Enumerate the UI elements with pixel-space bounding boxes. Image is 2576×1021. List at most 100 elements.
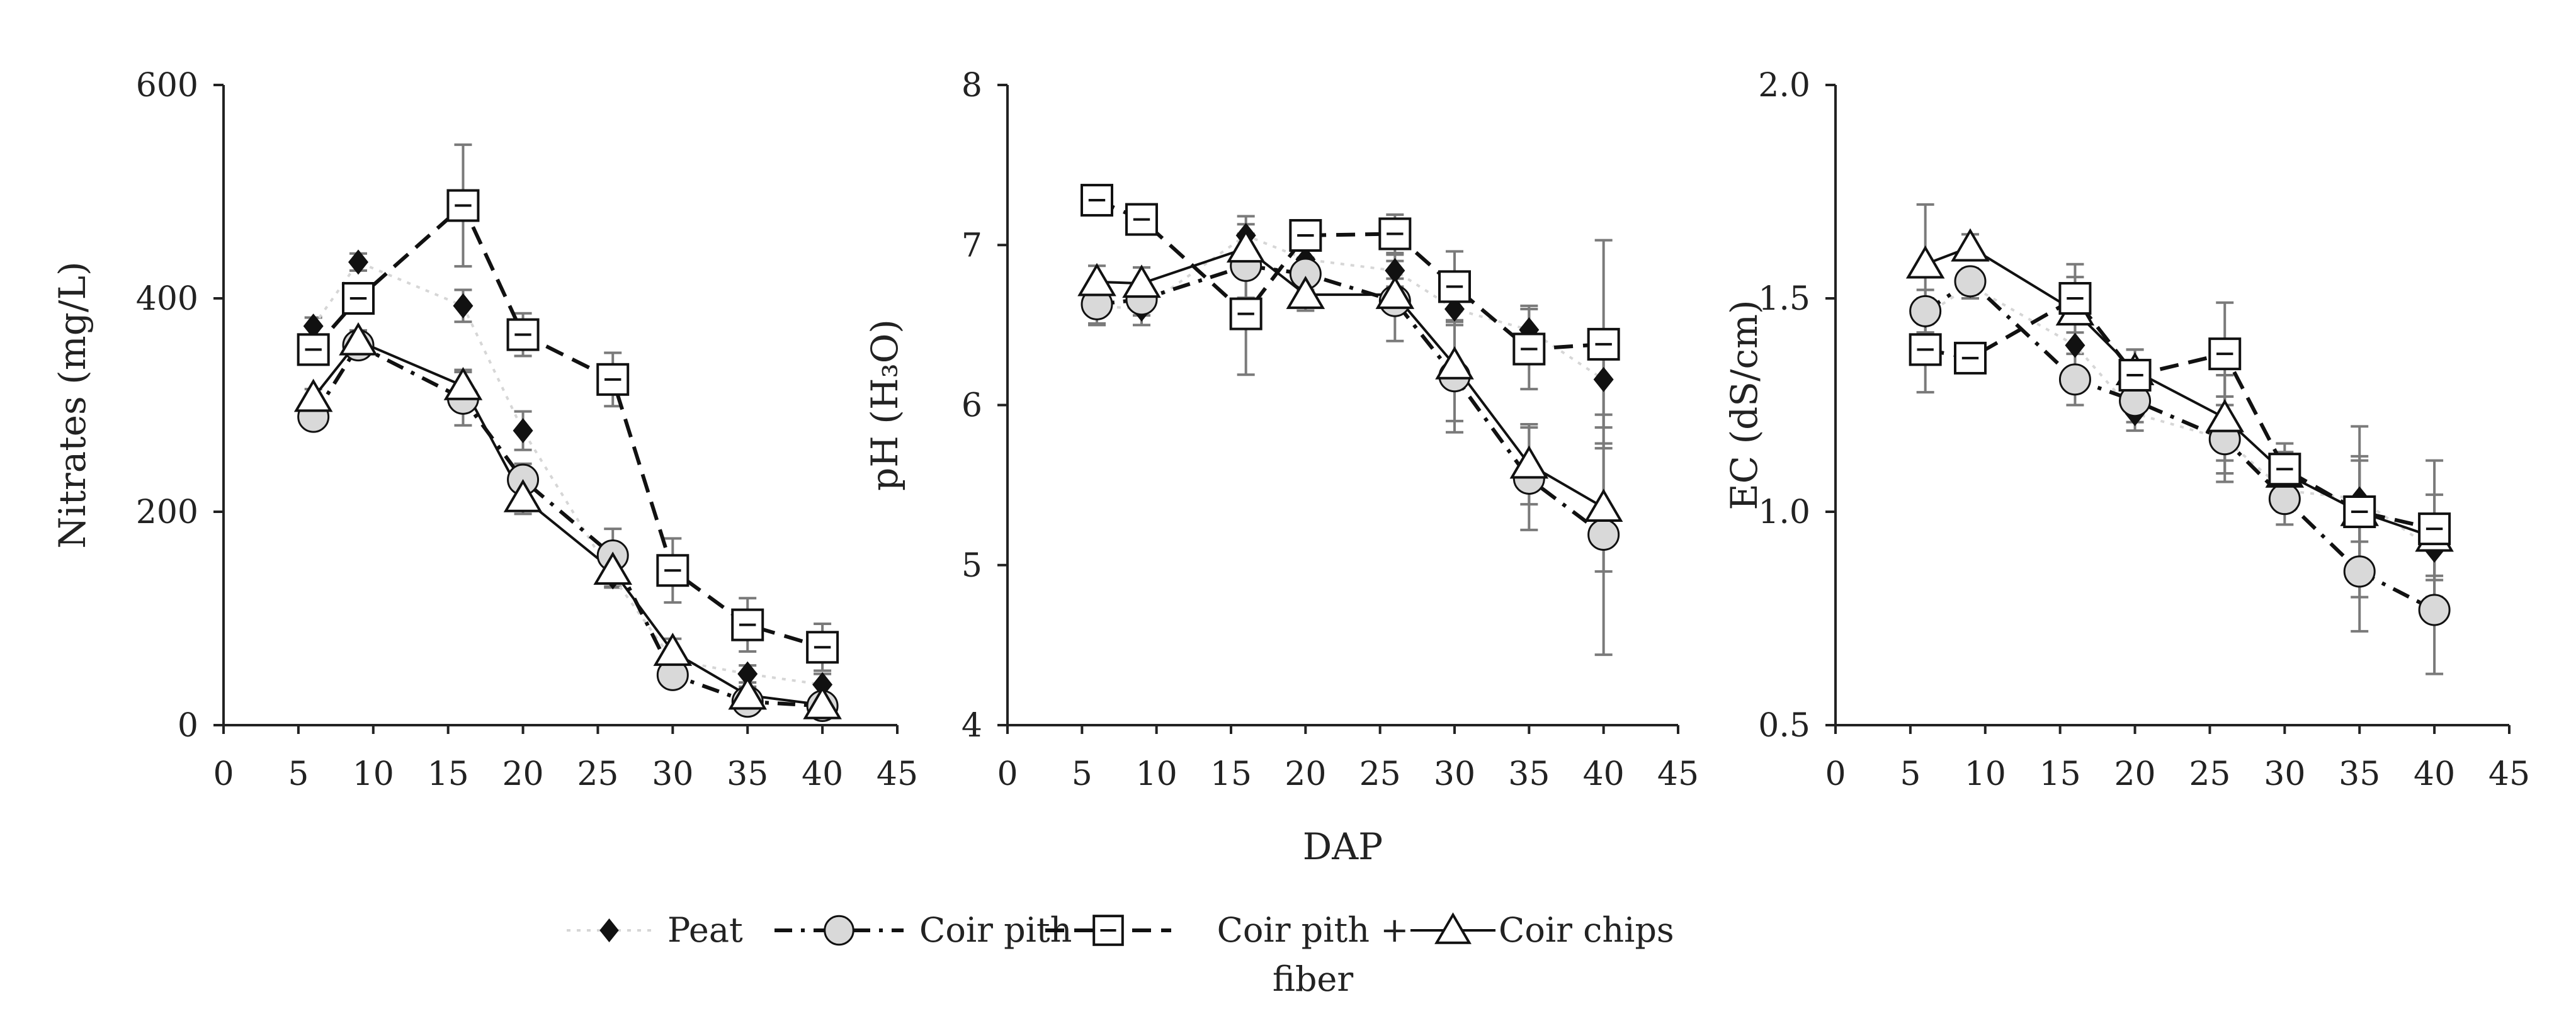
data-point-coir-chips xyxy=(293,378,333,412)
data-point-coir-pith-fiber xyxy=(342,282,375,315)
data-point-coir-pith xyxy=(1909,295,1942,327)
data-point-coir-chips xyxy=(339,322,378,356)
data-point-coir-chips xyxy=(1509,445,1549,479)
x-tick-label: 15 xyxy=(2040,755,2081,793)
data-point-coir-pith-fiber xyxy=(506,318,540,351)
x-tick-label: 0 xyxy=(213,755,234,793)
data-point-peat xyxy=(2065,332,2085,358)
x-tick-label: 40 xyxy=(2414,755,2455,793)
x-tick-label: 10 xyxy=(353,755,394,793)
data-point-coir-chips xyxy=(443,367,483,400)
data-point-coir-pith xyxy=(2268,483,2301,516)
x-tick-label: 45 xyxy=(2488,755,2530,793)
y-tick-label: 4 xyxy=(962,707,982,745)
x-tick-label: 35 xyxy=(2339,755,2380,793)
series-line-coir-pith xyxy=(1096,264,1605,536)
x-tick-label: 20 xyxy=(1285,755,1326,793)
data-point-peat xyxy=(1593,366,1614,392)
data-point-coir-pith-fiber xyxy=(1081,184,1113,217)
y-axis-title: Nitrates (mg/L) xyxy=(51,261,94,548)
y-tick-label: 5 xyxy=(962,547,982,585)
legend-label-coir-pith-fiber: Coir pith + xyxy=(1217,910,1409,950)
data-point-coir-chips xyxy=(593,551,633,585)
series-line-peat xyxy=(1924,284,2436,551)
chart-panel-3: 0 5 10 15 20 25 30 35 40 45 0.5 1.0 1.5 2.0 EC (dS/cm) xyxy=(1723,67,2530,793)
x-tick-label: 25 xyxy=(1359,755,1401,793)
data-point-coir-pith xyxy=(2343,555,2376,588)
x-tick-label: 10 xyxy=(1136,755,1177,793)
y-tick-label: 6 xyxy=(962,387,982,425)
x-tick-label: 20 xyxy=(2114,755,2155,793)
data-point-coir-pith-fiber xyxy=(1438,270,1471,303)
x-tick-label: 5 xyxy=(1072,755,1092,793)
legend-label-peat: Peat xyxy=(667,910,743,950)
legend-marker-coir-chips xyxy=(1434,912,1472,944)
data-point-coir-chips xyxy=(653,633,693,666)
y-tick-label: 2.0 xyxy=(1758,67,1810,104)
series-line-peat xyxy=(312,260,823,686)
data-point-coir-chips xyxy=(1122,264,1161,298)
data-point-coir-chips xyxy=(1226,229,1266,263)
x-tick-label: 15 xyxy=(1210,755,1252,793)
x-tick-label: 30 xyxy=(2264,755,2305,793)
x-tick-label: 20 xyxy=(502,755,543,793)
y-tick-label: 1.0 xyxy=(1758,494,1810,531)
x-tick-label: 0 xyxy=(997,755,1018,793)
x-tick-label: 35 xyxy=(727,755,768,793)
legend-marker-coir-pith xyxy=(824,915,854,946)
data-point-coir-pith-fiber xyxy=(1289,218,1322,252)
y-tick-label: 400 xyxy=(136,280,198,318)
x-tick-label: 30 xyxy=(652,755,693,793)
x-tick-label: 40 xyxy=(802,755,843,793)
data-point-coir-chips xyxy=(728,676,768,710)
data-point-peat xyxy=(303,313,324,339)
series-line-coir-pith xyxy=(312,342,823,708)
data-point-coir-chips xyxy=(1905,245,1945,279)
data-point-peat xyxy=(513,418,533,444)
x-tick-label: 15 xyxy=(428,755,469,793)
data-point-peat xyxy=(348,249,368,275)
data-point-coir-pith-fiber xyxy=(1909,333,1942,366)
series-line-coir-pith-fiber xyxy=(312,202,823,650)
data-point-coir-pith xyxy=(2418,594,2451,626)
x-tick-label: 0 xyxy=(1825,755,1846,793)
data-point-coir-pith xyxy=(1587,518,1620,551)
data-point-coir-chips xyxy=(1077,262,1116,296)
y-tick-label: 600 xyxy=(136,67,198,104)
x-axis-title: DAP xyxy=(1303,825,1383,868)
data-point-coir-chips xyxy=(1286,276,1325,309)
y-tick-label: 1.5 xyxy=(1758,280,1810,318)
x-tick-label: 25 xyxy=(577,755,618,793)
y-tick-label: 8 xyxy=(962,67,982,104)
y-tick-label: 0.5 xyxy=(1758,707,1810,745)
x-tick-label: 25 xyxy=(2189,755,2230,793)
x-tick-label: 30 xyxy=(1434,755,1475,793)
series-line-coir-chips xyxy=(1096,247,1604,509)
data-point-coir-chips xyxy=(1584,488,1623,522)
x-tick-label: 10 xyxy=(1965,755,2006,793)
data-point-coir-chips xyxy=(1435,346,1474,380)
data-point-coir-pith xyxy=(2058,363,2091,396)
data-point-peat xyxy=(453,293,474,319)
data-point-coir-pith-fiber xyxy=(806,631,839,664)
legend-label-coir-pith-fiber: fiber xyxy=(1273,959,1354,999)
data-point-coir-chips xyxy=(803,685,842,719)
x-tick-label: 35 xyxy=(1508,755,1550,793)
x-tick-label: 40 xyxy=(1583,755,1625,793)
data-point-coir-chips xyxy=(1951,228,1990,262)
data-point-coir-chips xyxy=(503,478,543,512)
data-point-peat xyxy=(737,661,758,687)
data-point-coir-chips xyxy=(1375,276,1415,309)
x-tick-label: 5 xyxy=(288,755,309,793)
y-axis-title: pH (H₃O) xyxy=(863,319,906,491)
x-tick-label: 45 xyxy=(1657,755,1699,793)
x-tick-label: 5 xyxy=(1900,755,1921,793)
x-tick-label: 45 xyxy=(877,755,918,793)
y-tick-label: 200 xyxy=(136,494,198,531)
chart-panel-1: 0 5 10 15 20 25 30 35 40 45 0 200 400 600 Nitrates (mg… xyxy=(51,67,918,793)
series-line-coir-chips xyxy=(312,339,823,706)
data-point-peat xyxy=(1385,257,1405,283)
